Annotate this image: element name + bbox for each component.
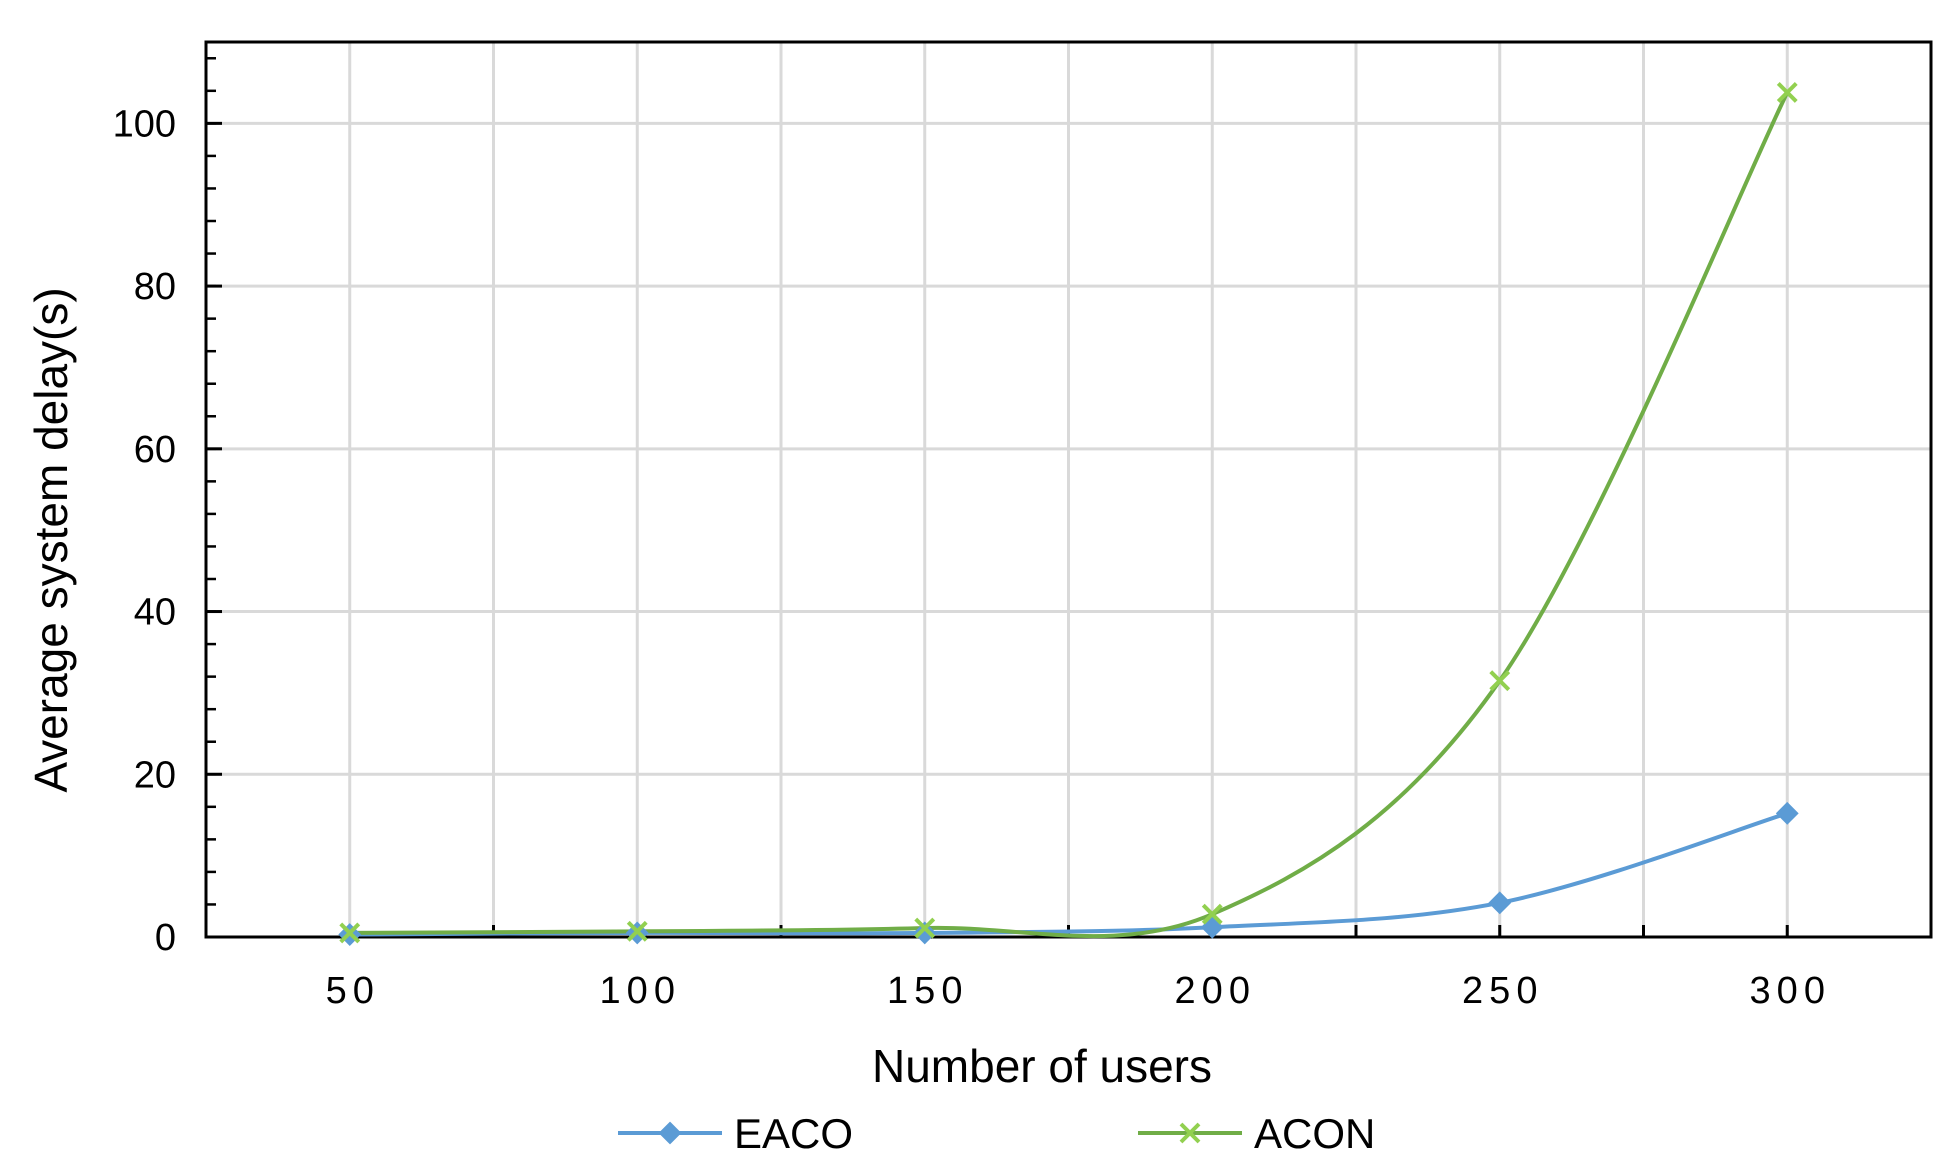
data-point-acon-stroke <box>339 922 361 944</box>
data-point-acon-stroke <box>1776 82 1798 103</box>
legend-item-eaco: EACO <box>618 1110 853 1157</box>
data-point-acon <box>1201 903 1223 925</box>
data-point-acon <box>339 922 361 944</box>
legend: EACO ACON <box>618 1110 1375 1157</box>
x-tick-label: 250 <box>1462 970 1543 1012</box>
y-tick-label: 100 <box>113 103 176 145</box>
x-tick-label: 200 <box>1175 970 1256 1012</box>
legend-marker-acon-stroke <box>1179 1122 1201 1144</box>
data-point-acon <box>1776 82 1798 103</box>
y-tick-label: 20 <box>134 754 176 796</box>
legend-marker-acon <box>1179 1122 1201 1144</box>
x-tick-label: 50 <box>326 970 380 1012</box>
data-point-eaco <box>913 921 937 945</box>
x-axis-title: Number of users <box>872 1040 1212 1092</box>
data-point-eaco <box>1488 891 1512 915</box>
data-point-eaco <box>1200 915 1224 939</box>
y-tick-label: 0 <box>155 917 176 959</box>
x-tick-label: 150 <box>887 970 968 1012</box>
y-tick-label: 60 <box>134 429 176 471</box>
data-point-eaco <box>1775 801 1799 825</box>
data-point-acon-stroke <box>1489 670 1511 692</box>
data-point-acon <box>626 920 648 942</box>
data-point-acon-stroke <box>626 920 648 942</box>
y-axis-title: Average system delay(s) <box>25 287 77 792</box>
data-point-acon-stroke <box>914 917 936 939</box>
y-tick-label: 80 <box>134 266 176 308</box>
data-point-acon-stroke <box>1201 903 1223 925</box>
legend-label-eaco: EACO <box>734 1110 853 1157</box>
legend-item-acon: ACON <box>1138 1110 1375 1157</box>
x-tick-label: 100 <box>600 970 681 1012</box>
tick-labels: 0 20 40 60 80 100 50 100 150 200 250 300 <box>113 103 1831 1012</box>
legend-marker-eaco <box>658 1121 682 1145</box>
data-point-acon <box>914 917 936 939</box>
grid-lines <box>206 42 1931 937</box>
y-tick-label: 40 <box>134 592 176 634</box>
series-markers <box>338 82 1799 946</box>
legend-label-acon: ACON <box>1254 1110 1375 1157</box>
x-tick-label: 300 <box>1750 970 1831 1012</box>
data-point-acon <box>1489 670 1511 692</box>
